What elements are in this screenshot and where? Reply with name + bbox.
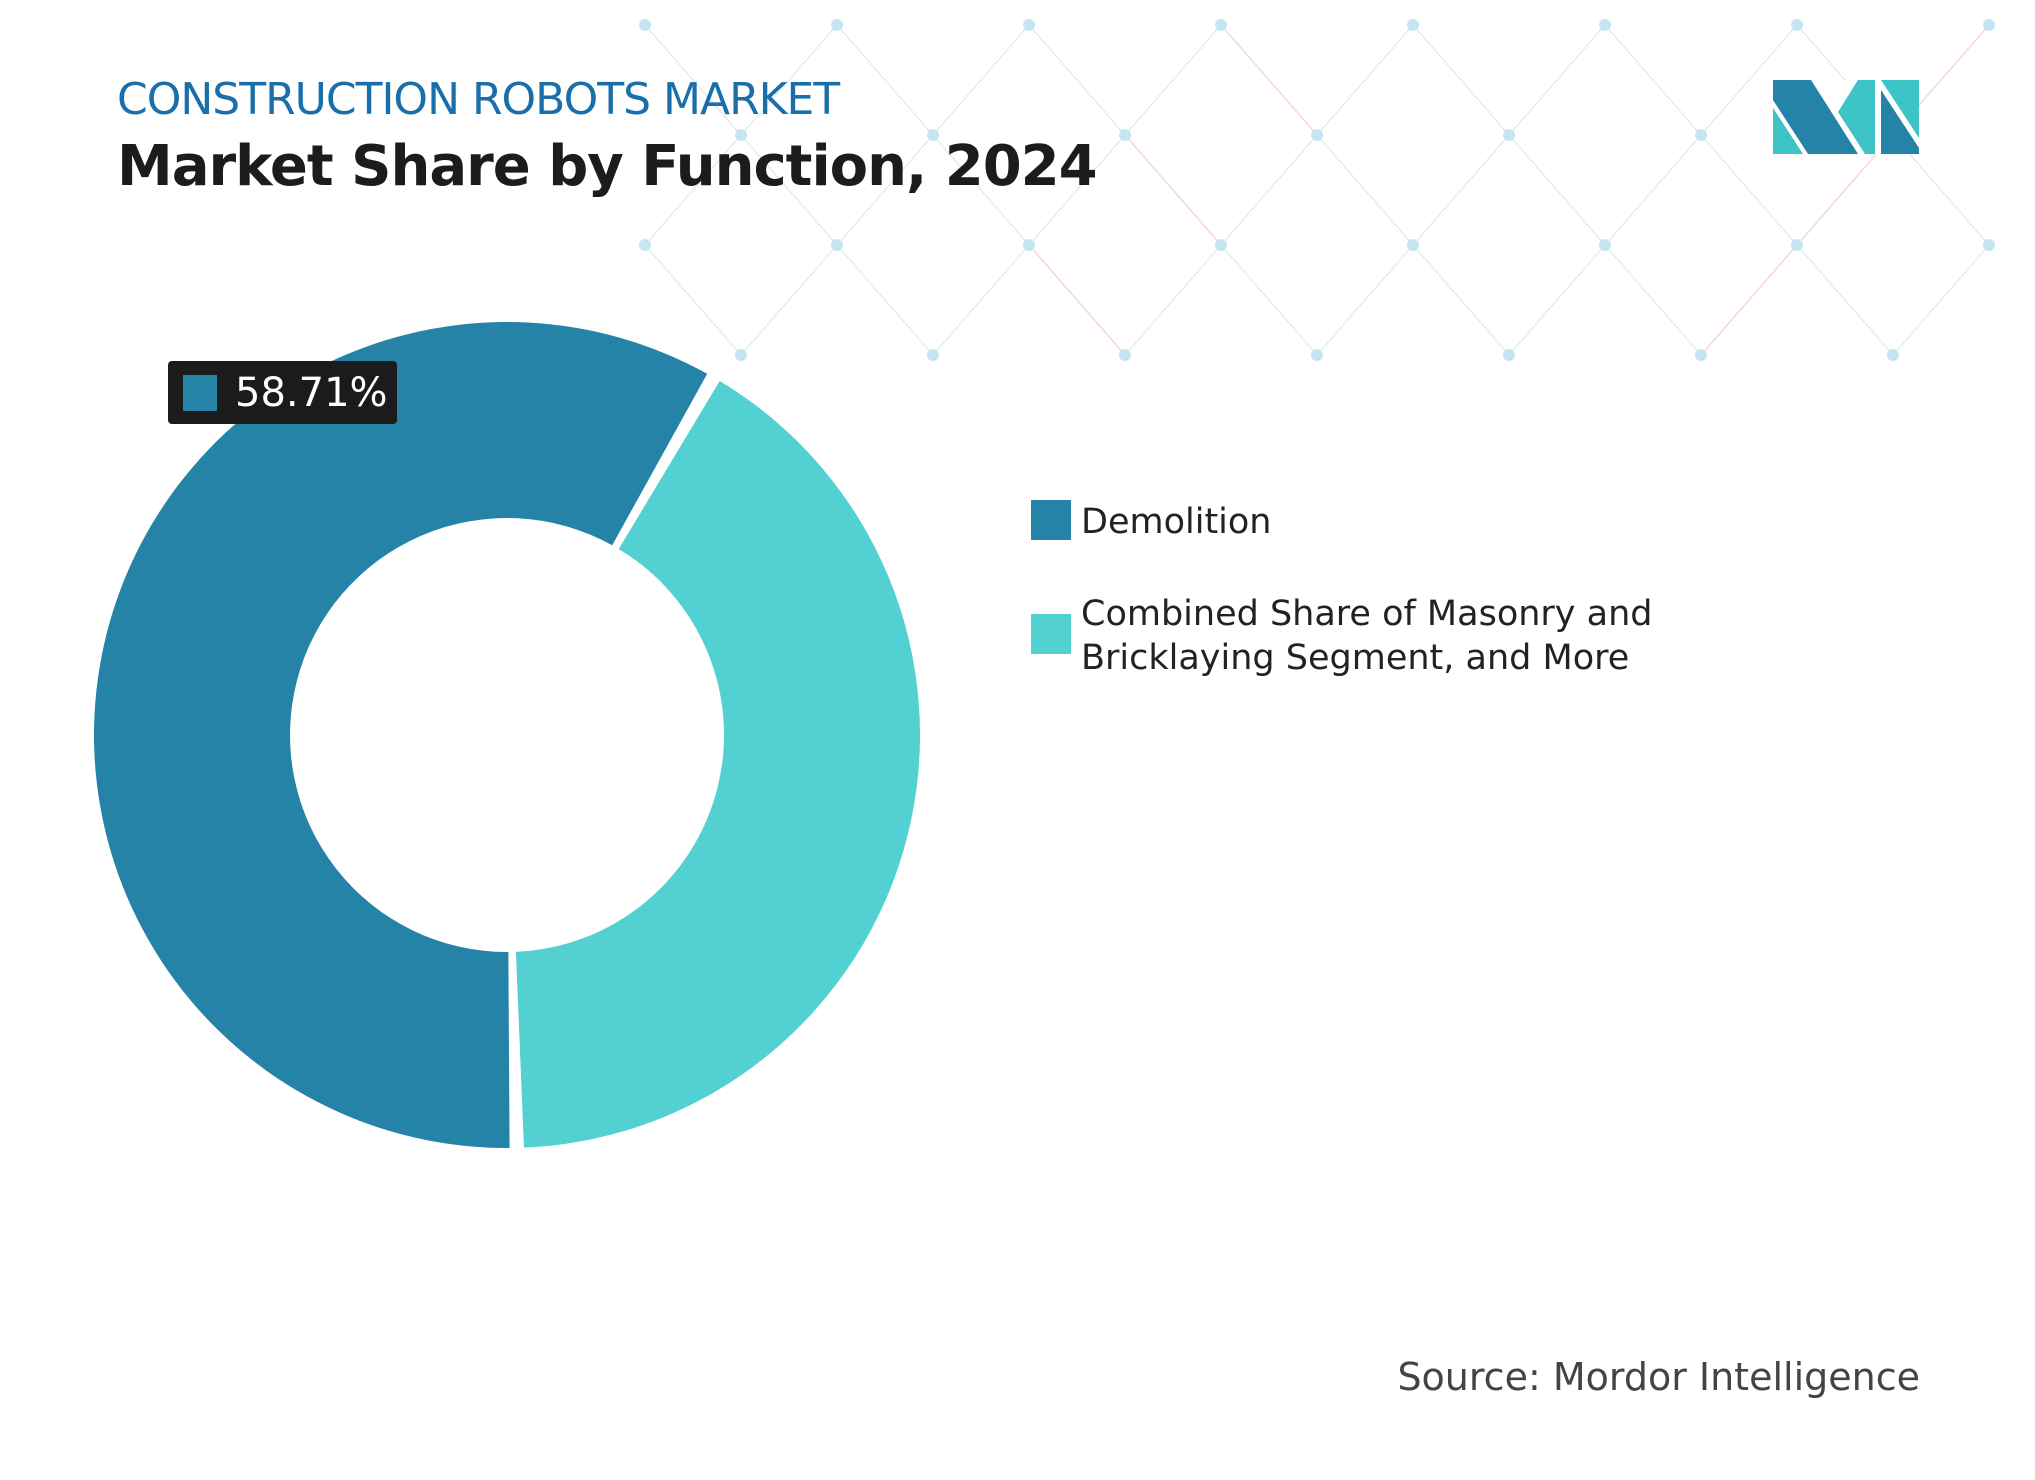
network-line (1028, 134, 1126, 246)
network-line (1700, 244, 1798, 356)
network-dot (1695, 349, 1707, 361)
network-line (1508, 134, 1606, 246)
source-note: Source: Mordor Intelligence (1397, 1355, 1920, 1399)
network-line (1124, 24, 1222, 136)
legend-swatch (1031, 500, 1071, 540)
network-dot (1503, 129, 1515, 141)
network-dot (927, 349, 939, 361)
network-line (1220, 24, 1318, 136)
mordor-logo (1773, 80, 1919, 154)
donut-slice-combined (515, 380, 921, 1148)
network-dot (1023, 239, 1035, 251)
network-line (644, 244, 742, 356)
network-dot (1119, 129, 1131, 141)
network-dot (639, 239, 651, 251)
legend-item-demolition: Demolition (1031, 500, 1721, 544)
network-line (1604, 134, 1702, 246)
network-dot (927, 129, 939, 141)
network-line (1124, 244, 1222, 356)
network-dot (735, 129, 747, 141)
network-dot (1407, 19, 1419, 31)
network-dot (1983, 239, 1995, 251)
network-line (1604, 24, 1702, 136)
network-line (836, 24, 934, 136)
network-line (644, 24, 742, 136)
network-dot (1695, 129, 1707, 141)
network-dot (1119, 349, 1131, 361)
network-line (1412, 134, 1510, 246)
network-line (1412, 244, 1510, 356)
network-line (1220, 244, 1318, 356)
network-dot (1215, 239, 1227, 251)
network-line (1316, 134, 1414, 246)
network-dot (1791, 19, 1803, 31)
network-line (1796, 244, 1894, 356)
chart-subtitle: CONSTRUCTION ROBOTS MARKET (117, 74, 840, 125)
network-line (932, 244, 1030, 356)
network-line (1124, 134, 1222, 246)
network-line (644, 134, 742, 246)
network-dot (1311, 129, 1323, 141)
network-dot (1503, 349, 1515, 361)
network-dot (1311, 349, 1323, 361)
network-line (932, 24, 1030, 136)
legend-label: Combined Share of Masonry and Bricklayin… (1081, 594, 1653, 678)
network-line (1508, 24, 1606, 136)
network-line (1700, 134, 1798, 246)
network-dot (1791, 239, 1803, 251)
network-line (1316, 24, 1414, 136)
network-line (1028, 24, 1126, 136)
network-line (740, 244, 838, 356)
network-line (740, 24, 838, 136)
network-dot (831, 19, 843, 31)
network-dot (1983, 19, 1995, 31)
network-dot (1887, 349, 1899, 361)
network-dot (831, 239, 843, 251)
network-line (1412, 24, 1510, 136)
network-line (836, 134, 934, 246)
network-line (1604, 244, 1702, 356)
network-dot (1599, 19, 1611, 31)
network-dot (1407, 239, 1419, 251)
network-line (932, 134, 1030, 246)
network-line (1220, 134, 1318, 246)
network-line (1892, 244, 1990, 356)
network-line (1316, 244, 1414, 356)
network-dot (1023, 19, 1035, 31)
network-line (740, 134, 838, 246)
network-dot (1599, 239, 1611, 251)
data-label-demolition: 58.71% (168, 361, 397, 424)
network-dot (1215, 19, 1227, 31)
donut-slice-demolition (94, 321, 708, 1148)
network-dot (639, 19, 651, 31)
network-line (1508, 244, 1606, 356)
data-label-text: 58.71% (235, 369, 388, 416)
legend: Demolition Combined Share of Masonry and… (1031, 500, 1721, 728)
network-line (1028, 244, 1126, 356)
legend-label: Demolition (1081, 502, 1272, 542)
label-swatch (183, 374, 217, 411)
network-line (836, 244, 934, 356)
network-dot (735, 349, 747, 361)
legend-swatch (1031, 614, 1071, 654)
chart-title: Market Share by Function, 2024 (117, 134, 1098, 199)
legend-item-combined: Combined Share of Masonry and Bricklayin… (1031, 592, 1721, 680)
network-line (1700, 24, 1798, 136)
